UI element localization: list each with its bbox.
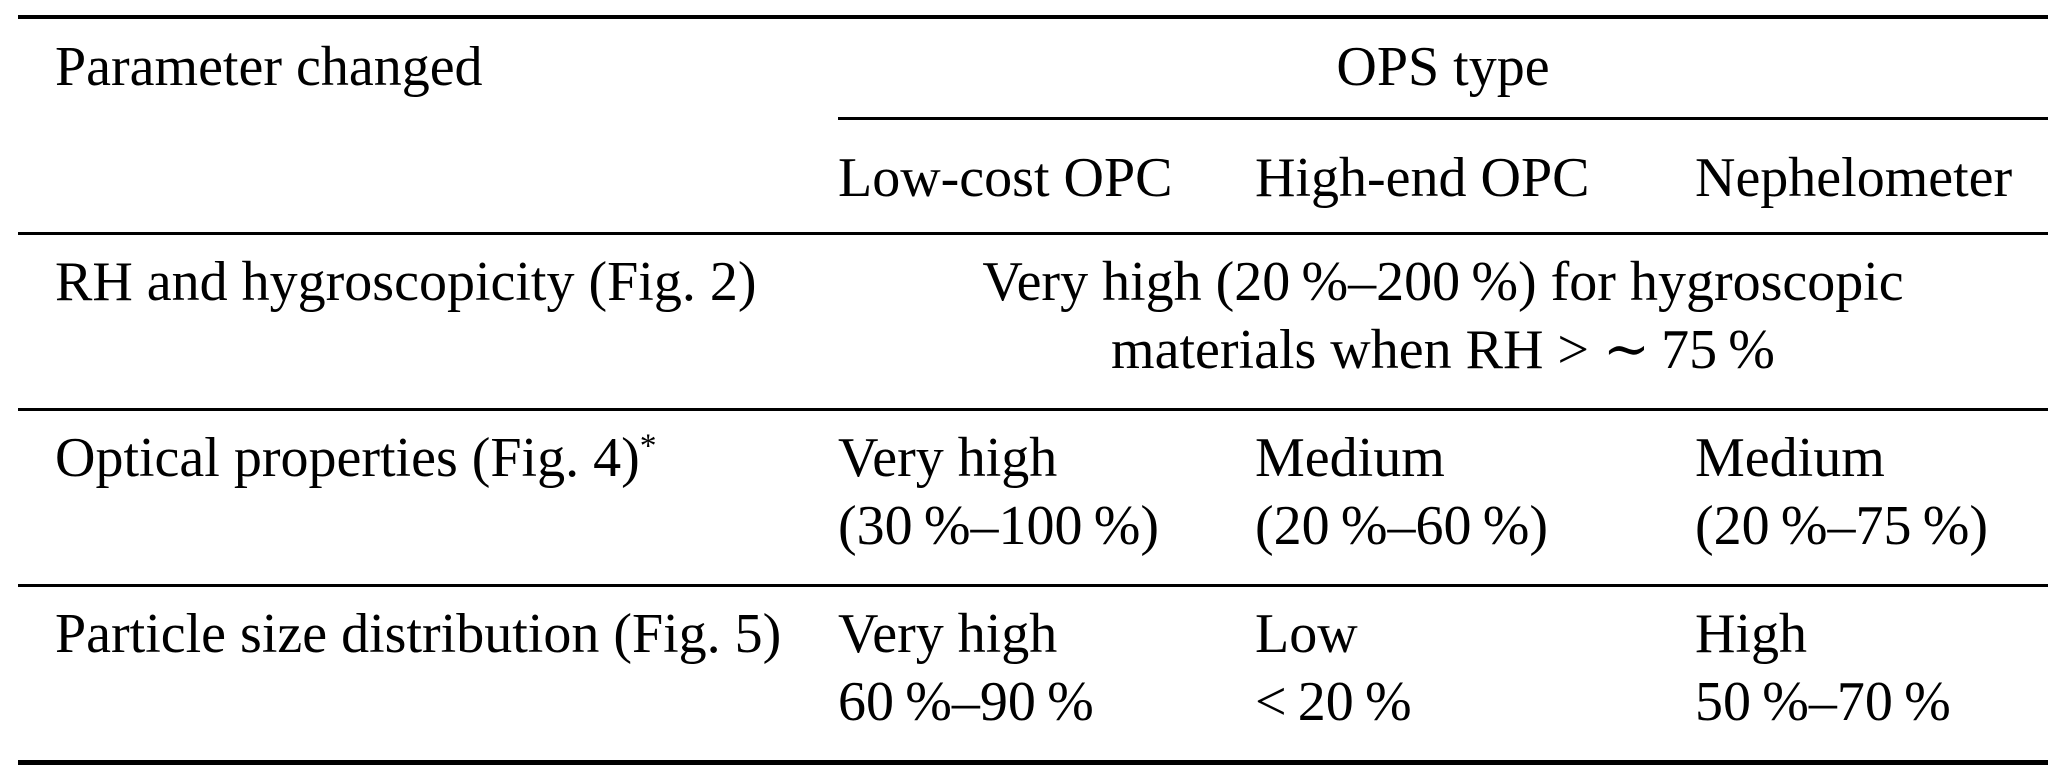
value-line2: 60 %–90 % [838,671,1094,733]
value-cell-high-end-opc: Low < 20 % [1255,586,1695,763]
column-header-row: Low-cost OPC High-end OPC Nephelometer [18,118,2049,235]
value-line2: < 20 % [1255,671,1412,733]
value-line2: (20 %–75 %) [1695,495,1989,557]
rh-spanned-value-cell: Very high (20 %–200 %) for hygroscopic m… [838,233,2049,411]
value-line1: Medium [1255,427,1445,489]
row-label: Optical properties (Fig. 4) [55,427,640,489]
ops-comparison-table: Parameter changed OPS type Low-cost OPC … [18,15,2049,765]
spanned-value-line1: Very high (20 %–200 %) for hygroscopic [982,251,1904,313]
value-cell-low-cost-opc: Very high (30 %–100 %) [838,409,1255,587]
value-cell-low-cost-opc: Very high 60 %–90 % [838,586,1255,763]
value-line2: (20 %–60 %) [1255,495,1549,557]
value-cell-nephelometer: Medium (20 %–75 %) [1695,409,2049,587]
value-line1: High [1695,603,1807,665]
spanned-value-line2: materials when RH > ∼ 75 % [1111,319,1775,381]
row-label: Particle size distribution (Fig. 5) [55,603,782,665]
ops-type-group-header: OPS type [838,17,2049,120]
row-label-cell: Particle size distribution (Fig. 5) [18,586,838,763]
value-line1: Very high [838,427,1058,489]
empty-corner-cell [18,118,838,235]
column-header-nephelometer: Nephelometer [1695,118,2049,235]
table-row-optical-properties: Optical properties (Fig. 4)* Very high (… [18,409,2049,587]
table-row-rh-hygroscopicity: RH and hygroscopicity (Fig. 2) Very high… [18,233,2049,411]
value-line2: 50 %–70 % [1695,671,1951,733]
value-cell-high-end-opc: Medium (20 %–60 %) [1255,409,1695,587]
value-line2: (30 %–100 %) [838,495,1160,557]
row-label: RH and hygroscopicity (Fig. 2) [55,251,757,313]
parameter-changed-header: Parameter changed [55,36,483,98]
value-line1: Very high [838,603,1058,665]
row-label-cell: RH and hygroscopicity (Fig. 2) [18,233,838,411]
value-line1: Medium [1695,427,1885,489]
row-label-superscript: * [639,427,657,465]
column-header-high-end-opc: High-end OPC [1255,118,1695,235]
column-header-low-cost-opc: Low-cost OPC [838,118,1255,235]
value-line1: Low [1255,603,1358,665]
row-label-cell: Optical properties (Fig. 4)* [18,409,838,587]
value-cell-nephelometer: High 50 %–70 % [1695,586,2048,763]
table-row-particle-size-distribution: Particle size distribution (Fig. 5) Very… [18,586,2048,763]
group-header-row: Parameter changed OPS type [18,17,2049,120]
